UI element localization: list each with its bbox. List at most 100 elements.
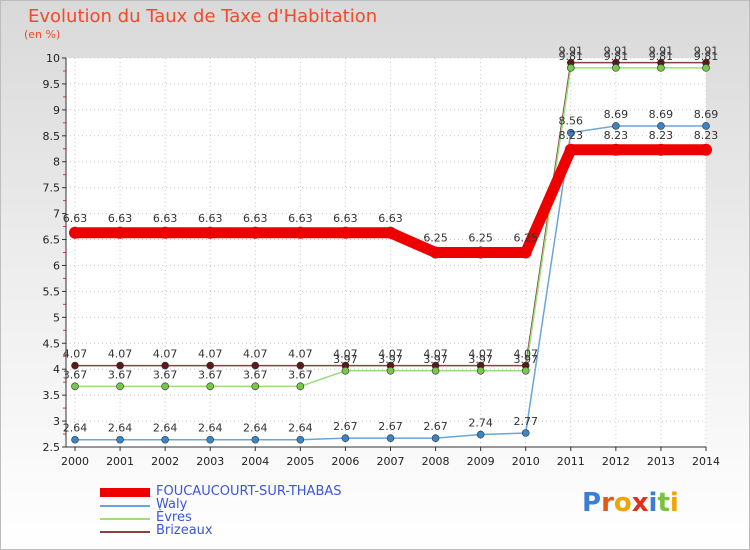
data-label: 2.64 (243, 422, 268, 435)
y-tick-label: 2.5 (43, 441, 61, 454)
data-point (251, 435, 260, 444)
x-tick-label: 2001 (106, 455, 134, 468)
y-tick-label: 6 (53, 259, 60, 272)
data-point (474, 246, 487, 259)
data-label: 8.23 (559, 129, 584, 142)
data-point (251, 361, 260, 370)
x-tick-label: 2003 (196, 455, 224, 468)
y-tick-label: 5.5 (43, 285, 61, 298)
data-point (702, 64, 710, 72)
data-label: 9.81 (694, 50, 719, 63)
y-tick-label: 8.5 (43, 130, 61, 143)
data-label: 9.91 (649, 45, 674, 58)
data-label: 6.63 (153, 212, 178, 225)
x-tick-label: 2000 (61, 455, 89, 468)
data-label: 9.81 (559, 50, 584, 63)
data-point (159, 226, 172, 239)
data-label: 3.67 (153, 368, 178, 381)
data-label: 8.69 (694, 108, 719, 121)
data-label: 4.07 (63, 348, 88, 361)
data-point (204, 226, 217, 239)
data-label: 6.63 (63, 212, 88, 225)
data-point (296, 435, 305, 444)
y-tick-label: 10 (46, 52, 60, 65)
data-point (341, 434, 350, 442)
legend-label-brizeaux: Brizeaux (156, 523, 213, 538)
data-point (429, 246, 442, 259)
logo-letter: P (582, 488, 602, 518)
data-point (341, 366, 350, 375)
data-point (161, 435, 169, 444)
x-tick-label: 2012 (602, 455, 630, 468)
data-label: 6.63 (198, 212, 223, 225)
x-tick-label: 2007 (377, 455, 405, 468)
data-point (612, 64, 620, 72)
x-tick-label: 2004 (241, 455, 269, 468)
y-tick-label: 9.5 (43, 78, 61, 91)
data-label: 2.74 (468, 417, 493, 430)
data-point (114, 226, 127, 239)
data-label: 3.67 (243, 368, 268, 381)
data-label: 2.64 (108, 422, 133, 435)
logo-letter: i (669, 488, 679, 518)
data-label: 9.81 (604, 50, 629, 63)
data-point (386, 434, 395, 442)
data-point (657, 122, 665, 130)
data-point (161, 361, 169, 370)
chart-title: Evolution du Taux de Taxe d'Habitation (28, 6, 378, 27)
logo-letter: o (613, 488, 632, 518)
legend-swatch-waly (100, 505, 150, 507)
data-label: 9.81 (649, 50, 674, 63)
data-point (296, 361, 305, 370)
data-point (386, 366, 395, 375)
data-point (476, 366, 485, 375)
data-point (69, 226, 81, 239)
data-label: 8.56 (559, 115, 584, 128)
y-tick-label: 4 (53, 363, 60, 376)
legend-swatch-foucaucourt (100, 488, 150, 497)
plot-area (66, 58, 706, 447)
data-label: 4.07 (108, 348, 133, 361)
data-point (431, 366, 440, 375)
data-point (384, 226, 397, 239)
data-label: 4.07 (378, 348, 403, 361)
data-label: 8.23 (604, 129, 629, 142)
data-label: 2.64 (63, 422, 88, 435)
unit-label: (en %) (24, 28, 61, 41)
data-label: 8.69 (604, 108, 629, 121)
logo-letter: x (631, 488, 649, 518)
data-point (71, 435, 79, 444)
data-label: 4.07 (243, 348, 268, 361)
x-tick-label: 2002 (151, 455, 179, 468)
x-tick-label: 2005 (286, 455, 314, 468)
y-tick-label: 7.5 (43, 182, 61, 195)
data-point (519, 246, 532, 259)
data-point (657, 64, 665, 72)
data-point (71, 361, 79, 370)
data-label: 2.77 (513, 415, 538, 428)
data-point (612, 122, 620, 130)
data-label: 3.67 (108, 368, 133, 381)
x-tick-label: 2011 (557, 455, 585, 468)
data-point (431, 434, 440, 442)
data-point (564, 143, 577, 156)
legend-swatch-evres (100, 518, 150, 520)
data-label: 8.23 (694, 129, 719, 142)
data-label: 3.67 (63, 368, 88, 381)
legend-item-foucaucourt: FOUCAUCOURT-SUR-THABAS (100, 484, 420, 499)
x-tick-label: 2010 (512, 455, 540, 468)
data-label: 2.64 (288, 422, 313, 435)
data-label: 9.91 (694, 45, 719, 58)
data-point (566, 64, 575, 72)
data-label: 6.63 (243, 212, 268, 225)
data-label: 4.07 (333, 348, 358, 361)
data-label: 4.07 (288, 348, 313, 361)
data-label: 2.67 (333, 420, 358, 433)
data-label: 2.64 (153, 422, 178, 435)
data-point (654, 143, 667, 156)
y-tick-label: 6.5 (43, 234, 61, 247)
legend-label-waly: Waly (156, 497, 188, 512)
data-point (339, 226, 352, 239)
legend-label-foucaucourt: FOUCAUCOURT-SUR-THABAS (156, 484, 342, 499)
data-label: 2.64 (198, 422, 223, 435)
